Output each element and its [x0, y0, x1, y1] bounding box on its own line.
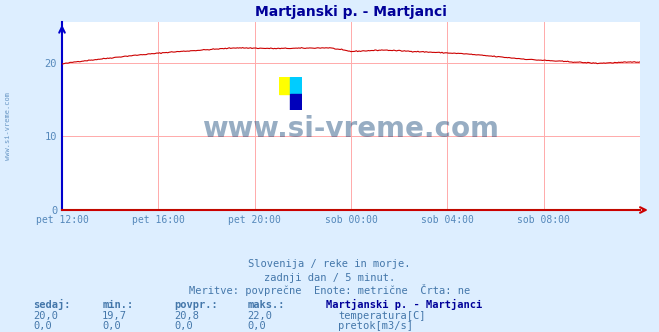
Bar: [290, 77, 302, 94]
Text: 20,0: 20,0: [33, 311, 58, 321]
Text: 22,0: 22,0: [247, 311, 272, 321]
Text: www.si-vreme.com: www.si-vreme.com: [5, 92, 11, 160]
Text: Martjanski p. - Martjanci: Martjanski p. - Martjanci: [326, 299, 482, 310]
Text: zadnji dan / 5 minut.: zadnji dan / 5 minut.: [264, 273, 395, 283]
Text: pretok[m3/s]: pretok[m3/s]: [338, 321, 413, 331]
Text: temperatura[C]: temperatura[C]: [338, 311, 426, 321]
Text: povpr.:: povpr.:: [175, 300, 218, 310]
Text: 19,7: 19,7: [102, 311, 127, 321]
Text: 0,0: 0,0: [102, 321, 121, 331]
Text: 20,8: 20,8: [175, 311, 200, 321]
Text: www.si-vreme.com: www.si-vreme.com: [202, 115, 500, 143]
Text: 0,0: 0,0: [175, 321, 193, 331]
Bar: [279, 77, 290, 94]
Text: Meritve: povprečne  Enote: metrične  Črta: ne: Meritve: povprečne Enote: metrične Črta:…: [189, 284, 470, 296]
Text: min.:: min.:: [102, 300, 133, 310]
Text: Slovenija / reke in morje.: Slovenija / reke in morje.: [248, 259, 411, 269]
Bar: [290, 94, 302, 110]
Text: 0,0: 0,0: [247, 321, 266, 331]
Text: 0,0: 0,0: [33, 321, 51, 331]
Text: maks.:: maks.:: [247, 300, 285, 310]
Title: Martjanski p. - Martjanci: Martjanski p. - Martjanci: [255, 5, 447, 20]
Text: sedaj:: sedaj:: [33, 299, 71, 310]
